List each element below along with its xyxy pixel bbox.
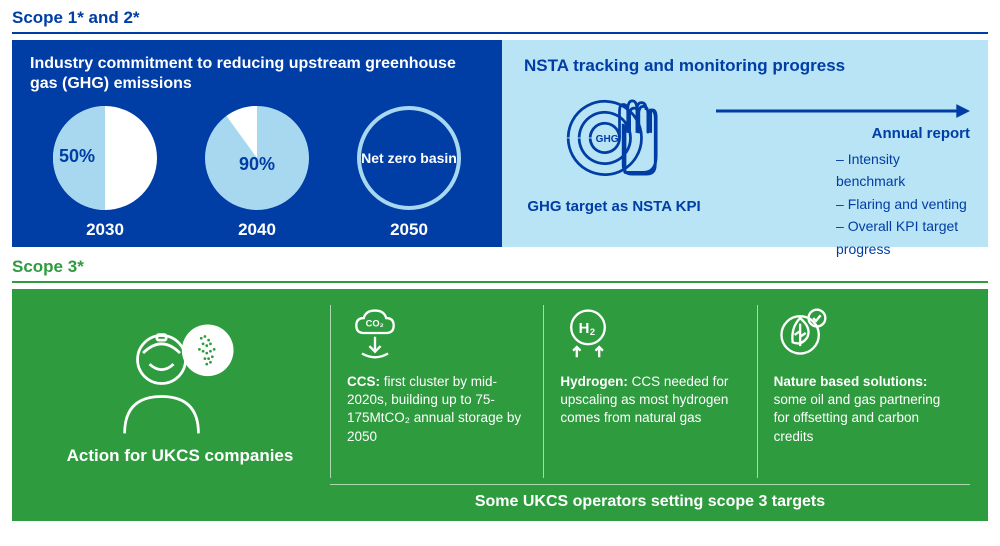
- annual-report-title: Annual report: [716, 125, 970, 142]
- h2-circle-icon: H 2: [560, 305, 616, 361]
- svg-text:GHG: GHG: [596, 134, 619, 145]
- pie-2030: 50% 2030: [40, 106, 170, 240]
- pie-2050: Net zero basin 2050: [344, 106, 474, 240]
- report-item: Flaring and venting: [836, 193, 970, 215]
- action-column: Action for UKCS companies: [30, 305, 330, 478]
- scope-3-footer: Some UKCS operators setting scope 3 targ…: [330, 484, 970, 511]
- industry-commitment-panel: Industry commitment to reducing upstream…: [12, 40, 502, 247]
- pie-2040-year: 2040: [192, 220, 322, 240]
- kpi-caption: GHG target as NSTA KPI: [524, 198, 704, 215]
- solution-ccs: CO₂ CCS: first cluster by mid-2020s, bui…: [330, 305, 543, 478]
- pie-2050-label: Net zero basin: [361, 150, 457, 166]
- action-caption: Action for UKCS companies: [67, 446, 294, 466]
- arrow-report-column: Annual report Intensity benchmark Flarin…: [716, 90, 970, 260]
- pie-2040: 90% 2040: [192, 106, 322, 240]
- worker-uk-map-icon: [110, 318, 250, 438]
- svg-text:CO₂: CO₂: [366, 318, 384, 328]
- arrow-right-icon: [716, 100, 970, 122]
- solutions-row: CO₂ CCS: first cluster by mid-2020s, bui…: [330, 305, 970, 478]
- nsta-tracking-title: NSTA tracking and monitoring progress: [524, 56, 970, 76]
- scope-1-2-header: Scope 1* and 2*: [12, 8, 988, 34]
- pie-2050-year: 2050: [344, 220, 474, 240]
- pie-2030-year: 2030: [40, 220, 170, 240]
- solution-nature: Nature based solutions: some oil and gas…: [757, 305, 970, 478]
- pie-2030-label: 50%: [59, 146, 95, 167]
- solution-nature-text: Nature based solutions: some oil and gas…: [774, 373, 954, 446]
- industry-commitment-title: Industry commitment to reducing upstream…: [30, 54, 484, 94]
- svg-text:H: H: [579, 320, 590, 337]
- co2-cloud-icon: CO₂: [347, 305, 403, 361]
- leaf-check-icon: [774, 305, 830, 361]
- ghg-hand-target-icon: GHG: [559, 90, 669, 185]
- solution-hydrogen-text: Hydrogen: CCS needed for upscaling as mo…: [560, 373, 740, 428]
- report-item: Intensity benchmark: [836, 148, 970, 193]
- kpi-column: GHG GHG target as NSTA KPI: [524, 90, 704, 215]
- pie-row: 50% 2030 90% 2040 Net zero basin: [30, 106, 484, 240]
- annual-report-list: Intensity benchmark Flaring and venting …: [716, 148, 970, 260]
- net-zero-ring-icon: Net zero basin: [357, 106, 461, 210]
- scope-3-panel: Action for UKCS companies CO₂ CCS: first…: [12, 289, 988, 521]
- nsta-tracking-panel: NSTA tracking and monitoring progress GH…: [502, 40, 988, 247]
- report-item: Overall KPI target progress: [836, 215, 970, 260]
- scope-3-header: Scope 3*: [12, 257, 988, 283]
- solution-hydrogen: H 2 Hydrogen: CCS needed for upscaling a…: [543, 305, 756, 478]
- pie-2040-label: 90%: [239, 154, 275, 175]
- solution-ccs-text: CCS: first cluster by mid-2020s, buildin…: [347, 373, 527, 446]
- scope-1-2-row: Industry commitment to reducing upstream…: [12, 40, 988, 247]
- svg-text:2: 2: [590, 327, 595, 337]
